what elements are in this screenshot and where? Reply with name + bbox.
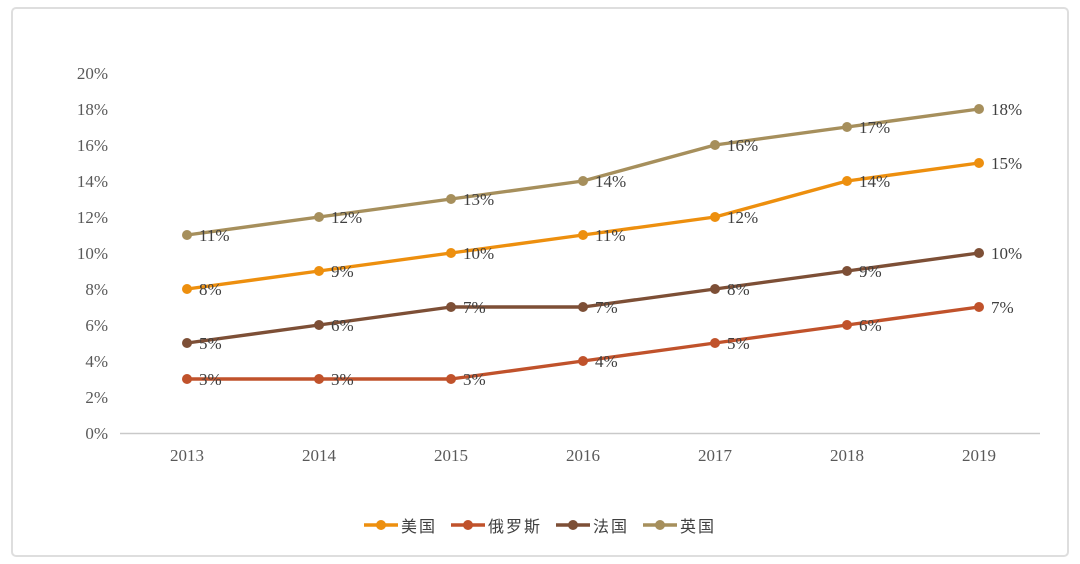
data-label: 14% — [859, 172, 890, 191]
chart-frame — [11, 7, 1069, 557]
x-axis-tick-label: 2014 — [302, 446, 337, 465]
y-axis-tick-label: 6% — [85, 316, 108, 335]
legend-key-icon — [363, 520, 398, 530]
legend-label: 英国 — [680, 519, 717, 536]
data-label: 5% — [727, 334, 750, 353]
legend-label: 美国 — [400, 519, 437, 536]
data-label: 10% — [991, 244, 1022, 263]
legend-key-marker — [655, 520, 666, 530]
data-point-marker — [446, 194, 456, 204]
data-point-marker — [314, 266, 324, 276]
x-axis-tick-label: 2019 — [962, 446, 996, 465]
y-axis-tick-label: 20% — [77, 64, 108, 83]
x-axis-tick-label: 2016 — [566, 446, 600, 465]
data-point-marker — [842, 266, 852, 276]
data-point-marker — [842, 122, 852, 132]
y-axis-tick-label: 14% — [77, 172, 108, 191]
legend-key-icon — [450, 520, 485, 530]
data-label: 9% — [859, 262, 882, 281]
data-label: 7% — [991, 298, 1014, 317]
data-label: 3% — [331, 370, 354, 389]
y-axis-tick-label: 18% — [77, 100, 108, 119]
data-label: 17% — [859, 118, 890, 137]
data-point-marker — [974, 104, 984, 114]
data-label: 7% — [463, 298, 486, 317]
data-label: 4% — [595, 352, 618, 371]
data-point-marker — [974, 158, 984, 168]
data-point-marker — [314, 212, 324, 222]
legend-item-0: 美国 — [363, 513, 437, 537]
data-label: 6% — [859, 316, 882, 335]
data-label: 14% — [595, 172, 626, 191]
data-point-marker — [842, 176, 852, 186]
data-point-marker — [182, 338, 192, 348]
data-point-marker — [710, 338, 720, 348]
data-point-marker — [578, 356, 588, 366]
legend-key-marker — [375, 520, 386, 530]
x-axis-tick-label: 2018 — [830, 446, 864, 465]
data-label: 11% — [595, 226, 626, 245]
y-axis-tick-label: 4% — [85, 352, 108, 371]
data-point-marker — [974, 248, 984, 258]
data-point-marker — [446, 248, 456, 258]
data-point-marker — [182, 374, 192, 384]
data-point-marker — [314, 374, 324, 384]
legend-item-1: 俄罗斯 — [450, 513, 542, 537]
data-point-marker — [710, 140, 720, 150]
x-axis-tick-label: 2015 — [434, 446, 468, 465]
data-label: 8% — [199, 280, 222, 299]
data-label: 11% — [199, 226, 230, 245]
x-axis-tick-label: 2013 — [170, 446, 204, 465]
data-label: 3% — [463, 370, 486, 389]
data-label: 8% — [727, 280, 750, 299]
data-label: 18% — [991, 100, 1022, 119]
legend-key-icon — [556, 520, 590, 530]
data-label: 15% — [991, 154, 1022, 173]
legend-label: 俄罗斯 — [487, 519, 542, 536]
data-label: 12% — [331, 208, 362, 227]
chart-legend: 美国 俄罗斯 法国 英国 — [0, 508, 1080, 542]
y-axis-tick-label: 12% — [77, 208, 108, 227]
data-point-marker — [974, 302, 984, 312]
data-label: 16% — [727, 136, 758, 155]
legend-item-2: 法国 — [556, 513, 629, 537]
data-point-marker — [710, 284, 720, 294]
data-point-marker — [182, 284, 192, 294]
legend-key-marker — [568, 520, 578, 530]
data-label: 6% — [331, 316, 354, 335]
legend-key-icon — [643, 520, 678, 530]
y-axis-tick-label: 8% — [85, 280, 108, 299]
data-label: 9% — [331, 262, 354, 281]
legend-item-3: 英国 — [643, 513, 716, 537]
y-axis-tick-label: 2% — [85, 388, 108, 407]
data-label: 13% — [463, 190, 494, 209]
data-label: 3% — [199, 370, 222, 389]
data-point-marker — [446, 302, 456, 312]
y-axis-tick-label: 10% — [77, 244, 108, 263]
data-point-marker — [578, 302, 588, 312]
data-label: 5% — [199, 334, 222, 353]
x-axis-tick-label: 2017 — [698, 446, 733, 465]
data-label: 12% — [727, 208, 758, 227]
data-point-marker — [182, 230, 192, 240]
data-label: 10% — [463, 244, 494, 263]
data-label: 7% — [595, 298, 618, 317]
data-point-marker — [578, 230, 588, 240]
data-point-marker — [710, 212, 720, 222]
data-point-marker — [842, 320, 852, 330]
data-point-marker — [578, 176, 588, 186]
data-point-marker — [446, 374, 456, 384]
legend-label: 法国 — [593, 519, 630, 536]
data-point-marker — [314, 320, 324, 330]
y-axis-tick-label: 0% — [85, 424, 108, 443]
y-axis-tick-label: 16% — [77, 136, 108, 155]
legend-key-marker — [462, 520, 473, 530]
